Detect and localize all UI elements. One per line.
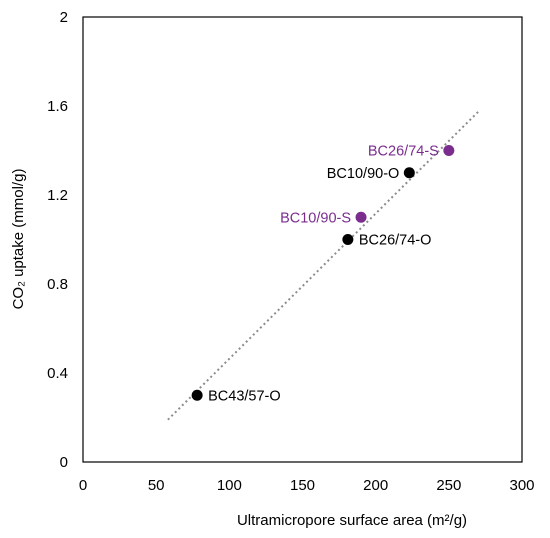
data-point-bc26-74-s [443, 145, 455, 156]
data-point-bc10-90-o [403, 167, 415, 179]
y-axis-title: CO₂ uptake (mmol/g) [10, 169, 27, 310]
point-label: BC26/74-O [359, 233, 432, 249]
y-tick-label: 1.6 [47, 98, 68, 115]
x-tick-label: 100 [217, 477, 242, 494]
x-tick-label: 250 [436, 477, 461, 494]
x-tick-label: 200 [363, 477, 388, 494]
data-points [191, 145, 455, 401]
x-tick-label: 300 [509, 477, 534, 494]
y-tick-label: 0.8 [47, 276, 68, 293]
y-tick-label: 1.2 [47, 187, 68, 204]
x-tick-label: 0 [79, 477, 87, 494]
x-tick-label: 50 [148, 477, 165, 494]
data-point-bc10-90-s [355, 211, 367, 223]
x-axis-ticks: 0 50 100 150 200 250 300 [79, 477, 535, 494]
point-label: BC10/90-S [280, 210, 351, 226]
data-point-bc43-57-o [191, 389, 203, 401]
y-axis-ticks: 0 0.4 0.8 1.2 1.6 2 [47, 9, 68, 471]
point-label: BC26/74-S [368, 144, 439, 160]
y-tick-label: 0 [60, 454, 68, 471]
point-label: BC43/57-O [208, 388, 281, 404]
point-label: BC10/90-O [327, 166, 400, 182]
trendline [167, 109, 481, 421]
data-point-bc26-74-o [342, 234, 354, 245]
point-labels: BC43/57-O BC26/74-O BC10/90-O BC10/90-S BC26… [208, 144, 439, 405]
plot-frame [82, 16, 523, 463]
x-tick-label: 150 [290, 477, 315, 494]
trendline-group [167, 109, 481, 421]
y-tick-label: 0.4 [47, 365, 68, 382]
y-tick-label: 2 [60, 9, 68, 26]
x-axis-title: Ultramicropore surface area (m²/g) [237, 512, 467, 529]
